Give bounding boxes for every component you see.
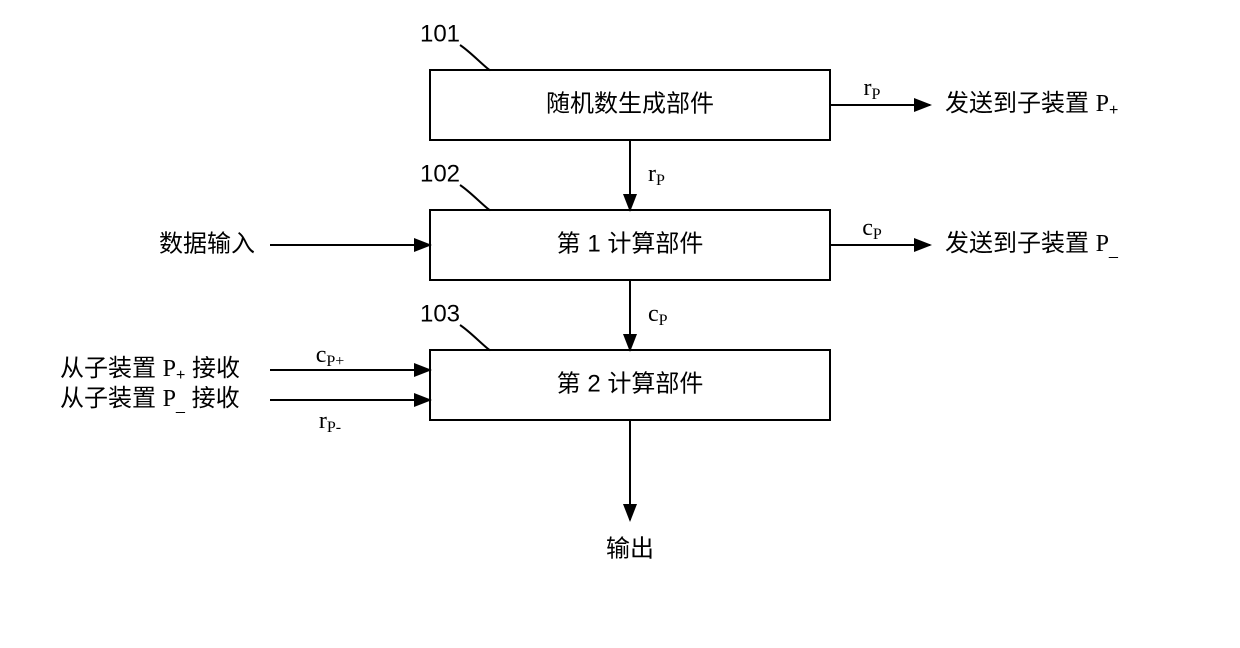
box-label-103: 第 2 计算部件 (557, 370, 704, 397)
label-send-pminus: 发送到子装置 P_ (945, 230, 1119, 259)
ref-leader-103: 103 (420, 300, 490, 350)
ref-leader-101: 101 (420, 20, 490, 70)
label-recv-pplus: 从子装置 P+ 接收 (60, 355, 240, 384)
box-102: 第 1 计算部件 (430, 210, 830, 280)
svg-text:103: 103 (420, 300, 460, 327)
svg-text:102: 102 (420, 160, 460, 187)
svg-text:rP: rP (648, 161, 665, 189)
box-101: 随机数生成部件 (430, 70, 830, 140)
box-label-102: 第 1 计算部件 (557, 230, 704, 257)
label-output: 输出 (606, 535, 654, 562)
svg-text:101: 101 (420, 20, 460, 47)
svg-text:rP-: rP- (319, 408, 341, 436)
svg-text:rP: rP (864, 75, 881, 103)
svg-text:cP+: cP+ (316, 342, 345, 370)
svg-text:cP: cP (648, 301, 668, 329)
box-label-101: 随机数生成部件 (546, 90, 714, 117)
label-recv-pminus: 从子装置 P_ 接收 (60, 385, 240, 414)
label-data-input: 数据输入 (159, 230, 255, 257)
label-send-pplus: 发送到子装置 P+ (945, 90, 1118, 119)
svg-text:cP: cP (862, 215, 882, 243)
box-103: 第 2 计算部件 (430, 350, 830, 420)
ref-leader-102: 102 (420, 160, 490, 210)
